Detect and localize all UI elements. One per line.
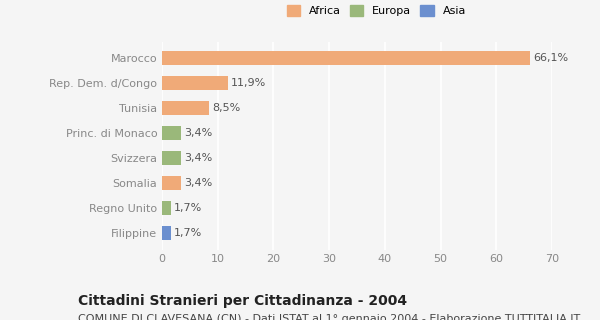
Text: 8,5%: 8,5% bbox=[212, 103, 241, 113]
Bar bbox=[162, 151, 181, 165]
Text: 11,9%: 11,9% bbox=[231, 78, 266, 88]
Bar bbox=[162, 126, 181, 140]
Text: 3,4%: 3,4% bbox=[184, 153, 212, 163]
Legend: Africa, Europa, Asia: Africa, Europa, Asia bbox=[284, 1, 469, 20]
Bar bbox=[162, 201, 172, 215]
Text: Cittadini Stranieri per Cittadinanza - 2004: Cittadini Stranieri per Cittadinanza - 2… bbox=[78, 294, 407, 308]
Bar bbox=[162, 101, 209, 115]
Bar bbox=[162, 176, 181, 190]
Bar bbox=[162, 226, 172, 240]
Bar bbox=[162, 76, 229, 90]
Bar bbox=[162, 51, 530, 65]
Text: 1,7%: 1,7% bbox=[174, 203, 203, 213]
Text: COMUNE DI CLAVESANA (CN) - Dati ISTAT al 1° gennaio 2004 - Elaborazione TUTTITAL: COMUNE DI CLAVESANA (CN) - Dati ISTAT al… bbox=[78, 314, 580, 320]
Text: 1,7%: 1,7% bbox=[174, 228, 203, 238]
Text: 3,4%: 3,4% bbox=[184, 128, 212, 138]
Text: 3,4%: 3,4% bbox=[184, 178, 212, 188]
Text: 66,1%: 66,1% bbox=[533, 53, 568, 63]
